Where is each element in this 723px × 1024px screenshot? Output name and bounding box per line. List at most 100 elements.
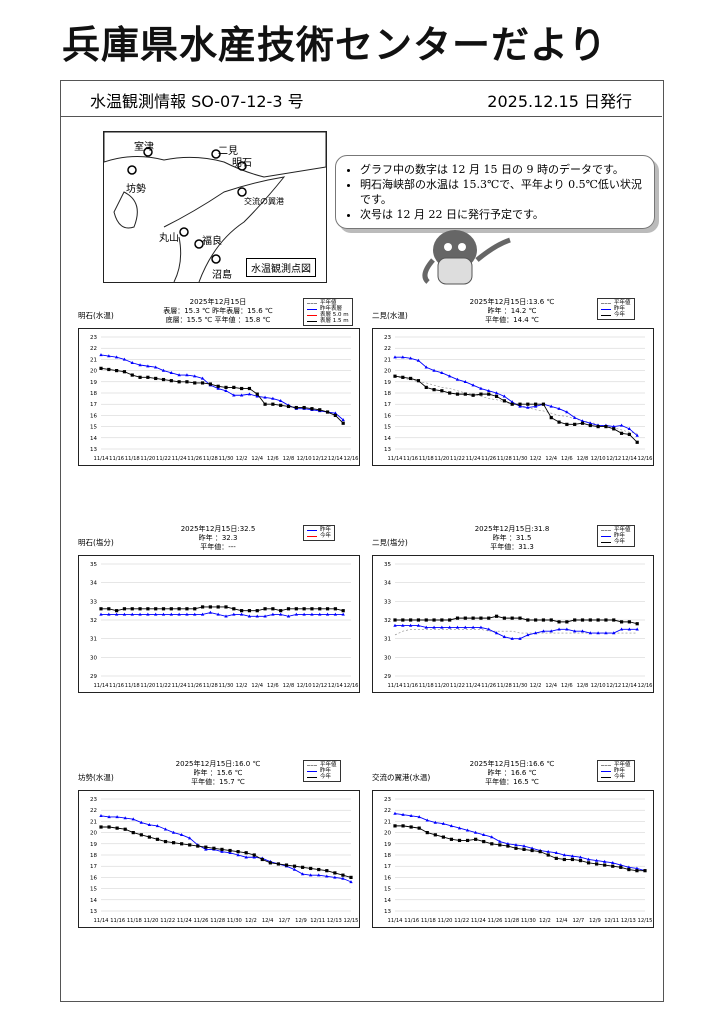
y-tick-label: 23 — [90, 797, 97, 803]
data-point — [562, 857, 566, 862]
coastline-map — [103, 131, 327, 283]
data-point — [416, 623, 421, 627]
data-point — [635, 440, 639, 444]
x-tick-label: 11/28 — [497, 683, 512, 689]
chart-info-line: 2025年12月15日:16.6 ℃ — [469, 760, 555, 768]
y-tick-label: 14 — [90, 436, 97, 442]
data-point — [562, 853, 567, 857]
data-point — [247, 609, 252, 613]
data-point — [393, 374, 397, 378]
y-tick-label: 17 — [90, 402, 97, 408]
x-tick-label: 12/8 — [283, 683, 295, 689]
data-point — [401, 824, 405, 828]
data-point — [247, 386, 252, 391]
data-point — [349, 875, 353, 879]
data-point — [565, 620, 569, 624]
data-point — [409, 376, 413, 381]
data-point — [130, 360, 134, 364]
data-point — [549, 618, 553, 622]
data-point — [278, 399, 283, 403]
data-point — [302, 405, 306, 410]
data-point — [228, 850, 232, 854]
data-point — [409, 618, 413, 622]
x-tick-label: 11/26 — [481, 456, 496, 462]
data-point — [441, 821, 446, 825]
data-point — [448, 391, 452, 395]
data-point — [455, 625, 460, 629]
data-point — [153, 365, 158, 369]
legend-entry: 今年 — [307, 774, 337, 780]
map-place: 二見 — [218, 146, 238, 157]
x-tick-label: 11/14 — [388, 456, 404, 462]
data-point — [177, 612, 181, 616]
x-tick-label: 11/30 — [521, 918, 536, 924]
data-point — [161, 612, 166, 616]
x-tick-label: 12/14 — [328, 683, 344, 689]
data-point — [554, 856, 558, 860]
x-tick-label: 11/16 — [403, 456, 418, 462]
data-point — [541, 402, 546, 406]
data-point — [161, 377, 166, 382]
data-point — [154, 376, 158, 381]
data-point — [216, 612, 220, 616]
data-point — [573, 422, 577, 426]
data-point — [341, 418, 345, 422]
chart-info-line: 底層：15.5 ℃ 平年値 ：15.8 ℃ — [165, 316, 271, 324]
x-tick-label: 11/26 — [194, 918, 209, 924]
y-tick-label: 21 — [90, 819, 97, 825]
legend-entry: 今年 — [601, 774, 631, 780]
data-point — [401, 618, 405, 622]
x-tick-label: 12/12 — [606, 456, 621, 462]
data-point — [271, 612, 275, 616]
x-tick-label: 12/13 — [621, 918, 636, 924]
data-point — [115, 815, 119, 819]
data-point — [208, 610, 213, 614]
data-point — [130, 612, 134, 616]
data-point — [635, 622, 639, 626]
x-tick-label: 11/26 — [481, 683, 496, 689]
legend-entry: 今年 — [601, 312, 631, 318]
data-point — [432, 368, 436, 372]
x-tick-label: 11/24 — [471, 918, 487, 924]
y-tick-label: 14 — [384, 898, 391, 904]
y-tick-label: 22 — [384, 346, 391, 352]
data-point — [425, 818, 429, 822]
x-tick-label: 12/7 — [573, 918, 585, 924]
data-point — [204, 845, 208, 849]
data-point — [325, 410, 330, 414]
note: 明石海峡部の水温は 15.3℃で、平年より 0.5℃低い状況です。 — [360, 177, 644, 207]
data-point — [171, 830, 176, 834]
note: 次号は 12 月 22 日に発行予定です。 — [360, 207, 644, 222]
data-point — [115, 826, 119, 830]
x-tick-label: 11/20 — [144, 918, 159, 924]
x-tick-label: 11/22 — [454, 918, 469, 924]
y-tick-label: 23 — [384, 335, 391, 341]
x-tick-label: 12/8 — [577, 456, 589, 462]
data-point — [440, 625, 444, 629]
data-point — [541, 629, 546, 633]
data-point — [479, 625, 483, 629]
data-point — [471, 625, 475, 629]
data-point — [596, 425, 600, 429]
data-point — [325, 874, 329, 878]
data-point — [433, 820, 438, 824]
data-point — [271, 396, 275, 400]
data-point — [138, 375, 142, 379]
x-tick-label: 12/2 — [236, 683, 248, 689]
data-point — [482, 839, 486, 844]
x-tick-label: 12/4 — [251, 456, 263, 462]
legend-entry: 平年値 — [601, 762, 631, 768]
octopus-mascot-icon — [422, 230, 511, 285]
data-point — [510, 616, 514, 620]
data-point — [473, 830, 478, 834]
y-tick-label: 22 — [90, 346, 97, 352]
data-point — [401, 623, 405, 627]
x-tick-label: 11/16 — [109, 456, 124, 462]
x-tick-label: 12/11 — [310, 918, 325, 924]
data-point — [482, 833, 486, 837]
data-point — [271, 607, 275, 611]
y-tick-label: 30 — [90, 655, 97, 661]
data-point — [185, 373, 189, 377]
y-tick-label: 13 — [384, 909, 391, 915]
data-point — [627, 427, 632, 431]
